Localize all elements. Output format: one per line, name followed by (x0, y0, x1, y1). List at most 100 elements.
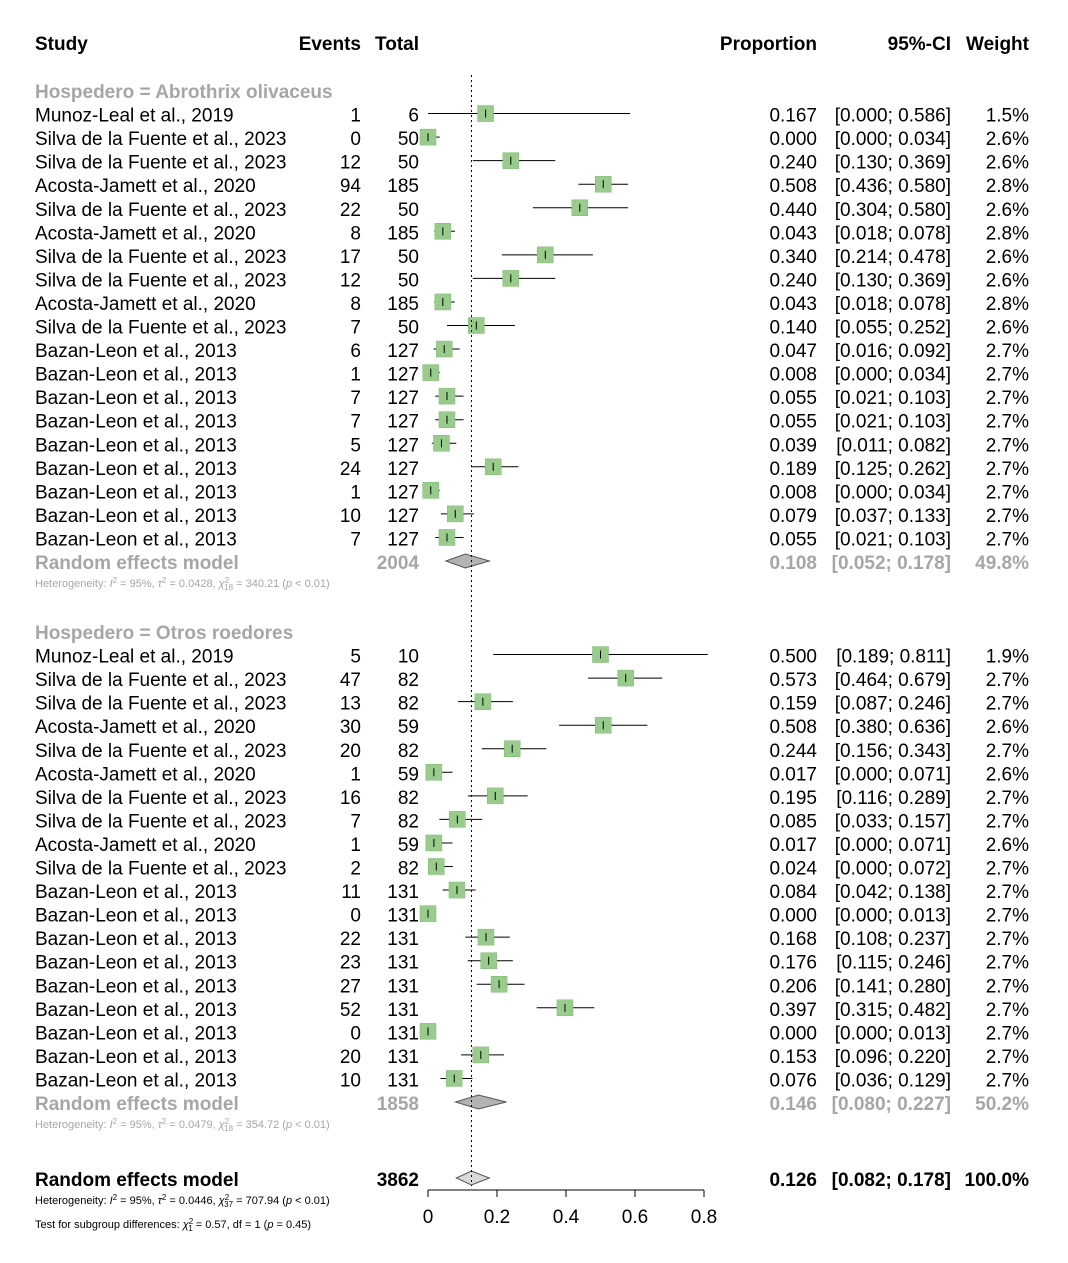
study-total: 131 (387, 929, 419, 950)
study-events: 0 (350, 906, 361, 927)
study-proportion: 0.340 (769, 247, 817, 268)
study-weight: 2.6% (986, 764, 1029, 785)
overall-heterogeneity-part: Heterogeneity: (35, 1195, 110, 1207)
study-name: Acosta-Jamett et al., 2020 (35, 223, 256, 244)
study-weight: 2.7% (986, 882, 1029, 903)
study-events: 20 (340, 1047, 361, 1068)
study-ci: [0.000; 0.034] (835, 129, 951, 150)
study-ci: [0.000; 0.586] (835, 106, 951, 127)
subgroup-model-weight: 49.8% (975, 553, 1029, 574)
study-ci: [0.115; 0.246] (836, 953, 951, 974)
study-weight: 1.5% (986, 106, 1029, 127)
study-weight: 2.7% (986, 929, 1029, 950)
study-events: 1 (350, 365, 361, 386)
study-weight: 2.7% (986, 388, 1029, 409)
study-events: 5 (350, 647, 361, 668)
subgroup-heterogeneity-part: = 95%, (117, 1119, 158, 1131)
study-total: 127 (387, 341, 419, 362)
study-total: 127 (387, 388, 419, 409)
study-proportion: 0.168 (769, 929, 817, 950)
study-weight: 2.7% (986, 811, 1029, 832)
study-total: 185 (387, 294, 419, 315)
study-weight: 2.7% (986, 953, 1029, 974)
study-events: 23 (340, 953, 361, 974)
overall-heterogeneity-part: = 95%, (117, 1195, 158, 1207)
study-name: Bazan-Leon et al., 2013 (35, 341, 237, 362)
study-ci: [0.018; 0.078] (835, 223, 951, 244)
subgroup-heterogeneity-part: τ (158, 1119, 163, 1131)
study-proportion: 0.176 (769, 953, 817, 974)
study-weight: 2.7% (986, 435, 1029, 456)
study-proportion: 0.017 (769, 764, 817, 785)
study-events: 16 (340, 788, 361, 809)
study-events: 10 (340, 1070, 361, 1091)
study-weight: 2.6% (986, 129, 1029, 150)
study-total: 127 (387, 482, 419, 503)
study-total: 82 (398, 859, 419, 880)
study-total: 50 (398, 153, 419, 174)
study-ci: [0.141; 0.280] (835, 976, 951, 997)
header-study: Study (35, 34, 88, 55)
study-ci: [0.130; 0.369] (835, 270, 951, 291)
study-weight: 2.7% (986, 1023, 1029, 1044)
study-ci: [0.436; 0.580] (835, 176, 951, 197)
study-proportion: 0.153 (769, 1047, 817, 1068)
study-name: Silva de la Fuente et al., 2023 (35, 129, 286, 150)
study-name: Bazan-Leon et al., 2013 (35, 1070, 237, 1091)
study-weight: 2.6% (986, 717, 1029, 738)
study-events: 52 (340, 1000, 361, 1021)
study-total: 82 (398, 694, 419, 715)
study-proportion: 0.024 (769, 859, 817, 880)
subgroup-heterogeneity-part: 2 (225, 576, 230, 585)
study-name: Silva de la Fuente et al., 2023 (35, 811, 286, 832)
study-events: 12 (340, 270, 361, 291)
header-total: Total (375, 34, 419, 55)
overall-subgroup-test-part: 2 (189, 1217, 194, 1226)
study-events: 7 (350, 811, 361, 832)
study-ci: [0.000; 0.071] (835, 835, 951, 856)
study-total: 131 (387, 906, 419, 927)
study-ci: [0.016; 0.092] (835, 341, 951, 362)
study-total: 131 (387, 882, 419, 903)
study-name: Bazan-Leon et al., 2013 (35, 482, 237, 503)
overall-model-ci: [0.082; 0.178] (832, 1170, 951, 1191)
x-tick-label: 0.2 (484, 1207, 510, 1228)
study-events: 7 (350, 529, 361, 550)
subgroup-heterogeneity: Heterogeneity: I2 = 95%, τ2 = 0.0479, χ2… (35, 1117, 330, 1133)
study-ci: [0.156; 0.343] (835, 741, 951, 762)
study-name: Silva de la Fuente et al., 2023 (35, 741, 286, 762)
study-ci: [0.033; 0.157] (835, 811, 951, 832)
study-events: 22 (340, 200, 361, 221)
study-weight: 2.6% (986, 153, 1029, 174)
overall-heterogeneity-part: τ (158, 1195, 163, 1207)
study-proportion: 0.039 (769, 435, 817, 456)
subgroup-heterogeneity-part: = 0.0428, (166, 578, 218, 590)
overall-heterogeneity-part: < 0.01) (292, 1195, 330, 1207)
study-weight: 2.7% (986, 506, 1029, 527)
study-total: 82 (398, 811, 419, 832)
subgroup-heterogeneity: Heterogeneity: I2 = 95%, τ2 = 0.0428, χ2… (35, 576, 330, 592)
overall-subgroup-test-part: Test for subgroup differences: (35, 1219, 183, 1231)
study-weight: 2.7% (986, 412, 1029, 433)
study-proportion: 0.206 (769, 976, 817, 997)
study-weight: 2.7% (986, 1047, 1029, 1068)
study-weight: 2.7% (986, 341, 1029, 362)
subgroup-heterogeneity-part: I (110, 1119, 113, 1131)
study-proportion: 0.085 (769, 811, 817, 832)
study-weight: 2.8% (986, 223, 1029, 244)
study-events: 0 (350, 1023, 361, 1044)
study-name: Bazan-Leon et al., 2013 (35, 459, 237, 480)
study-ci: [0.021; 0.103] (835, 529, 951, 550)
overall-heterogeneity-part: p (285, 1195, 292, 1207)
study-name: Acosta-Jamett et al., 2020 (35, 717, 256, 738)
overall-subgroup-test-part: p (266, 1219, 273, 1231)
overall-heterogeneity-part: = 707.94 ( (233, 1195, 286, 1207)
study-total: 127 (387, 459, 419, 480)
study-ci: [0.108; 0.237] (835, 929, 951, 950)
study-total: 185 (387, 223, 419, 244)
study-ci: [0.189; 0.811] (836, 647, 951, 668)
study-events: 11 (341, 882, 361, 903)
subgroup-heterogeneity-part: 2 (113, 576, 118, 585)
study-weight: 2.7% (986, 906, 1029, 927)
